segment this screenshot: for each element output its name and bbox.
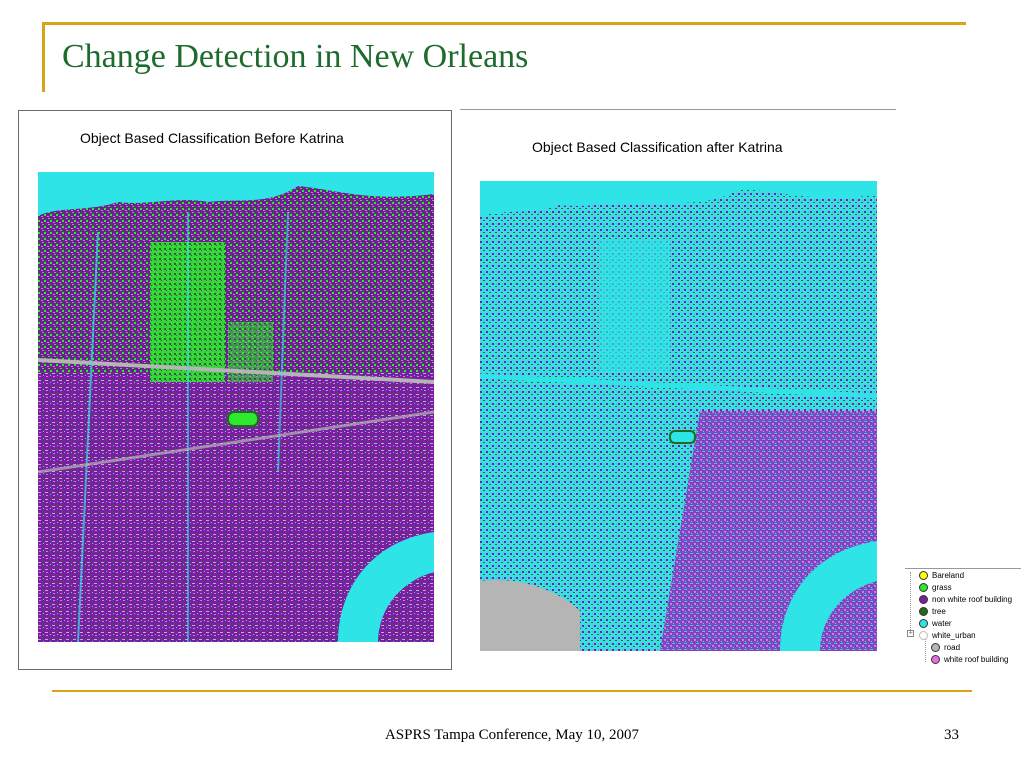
legend-item-road: road	[931, 642, 960, 653]
legend-item-water: water	[919, 618, 952, 629]
slide-footer: ASPRS Tampa Conference, May 10, 2007	[384, 727, 640, 743]
legend-label: white roof building	[944, 655, 1009, 664]
legend-label: road	[944, 643, 961, 652]
water-swatch	[919, 619, 928, 628]
legend-item-non-white-roof-building: non white roof building	[919, 594, 1012, 605]
legend-item-grass: grass	[919, 582, 952, 593]
legend-label: Bareland	[932, 571, 965, 580]
before-map-caption: Object Based Classification Before Katri…	[80, 130, 344, 146]
legend-item-bareland: Bareland	[919, 570, 964, 581]
before-katrina-classification-map	[38, 172, 434, 642]
legend-label: white_urban	[932, 631, 976, 640]
top-accent-line	[42, 22, 966, 25]
after-map-caption: Object Based Classification after Katrin…	[532, 139, 783, 155]
page-number: 33	[944, 727, 959, 743]
legend-subtree-connector	[925, 638, 927, 662]
tree-swatch	[919, 607, 928, 616]
classification-legend: − Bareland grass non white roof building…	[905, 568, 1021, 674]
collapse-icon[interactable]: −	[907, 630, 914, 637]
legend-label: non white roof building	[932, 595, 1013, 604]
slide-title: Change Detection in New Orleans	[62, 38, 529, 75]
white-urban-swatch	[919, 631, 928, 640]
left-accent-line	[42, 22, 45, 92]
grass-swatch	[919, 583, 928, 592]
bottom-accent-line	[52, 690, 972, 692]
legend-top-border	[905, 568, 1021, 569]
after-katrina-classification-map	[480, 181, 877, 651]
white-roof-swatch	[931, 655, 940, 664]
legend-item-tree: tree	[919, 606, 946, 617]
legend-item-white-roof-building: white roof building	[931, 654, 1008, 665]
legend-label: water	[932, 619, 952, 628]
legend-tree-connector	[910, 572, 912, 634]
road-swatch	[931, 643, 940, 652]
after-map-top-border	[460, 109, 896, 110]
non-white-roof-swatch	[919, 595, 928, 604]
legend-label: grass	[932, 583, 952, 592]
legend-label: tree	[932, 607, 946, 616]
bareland-swatch	[919, 571, 928, 580]
legend-item-white-urban: white_urban	[919, 630, 976, 641]
